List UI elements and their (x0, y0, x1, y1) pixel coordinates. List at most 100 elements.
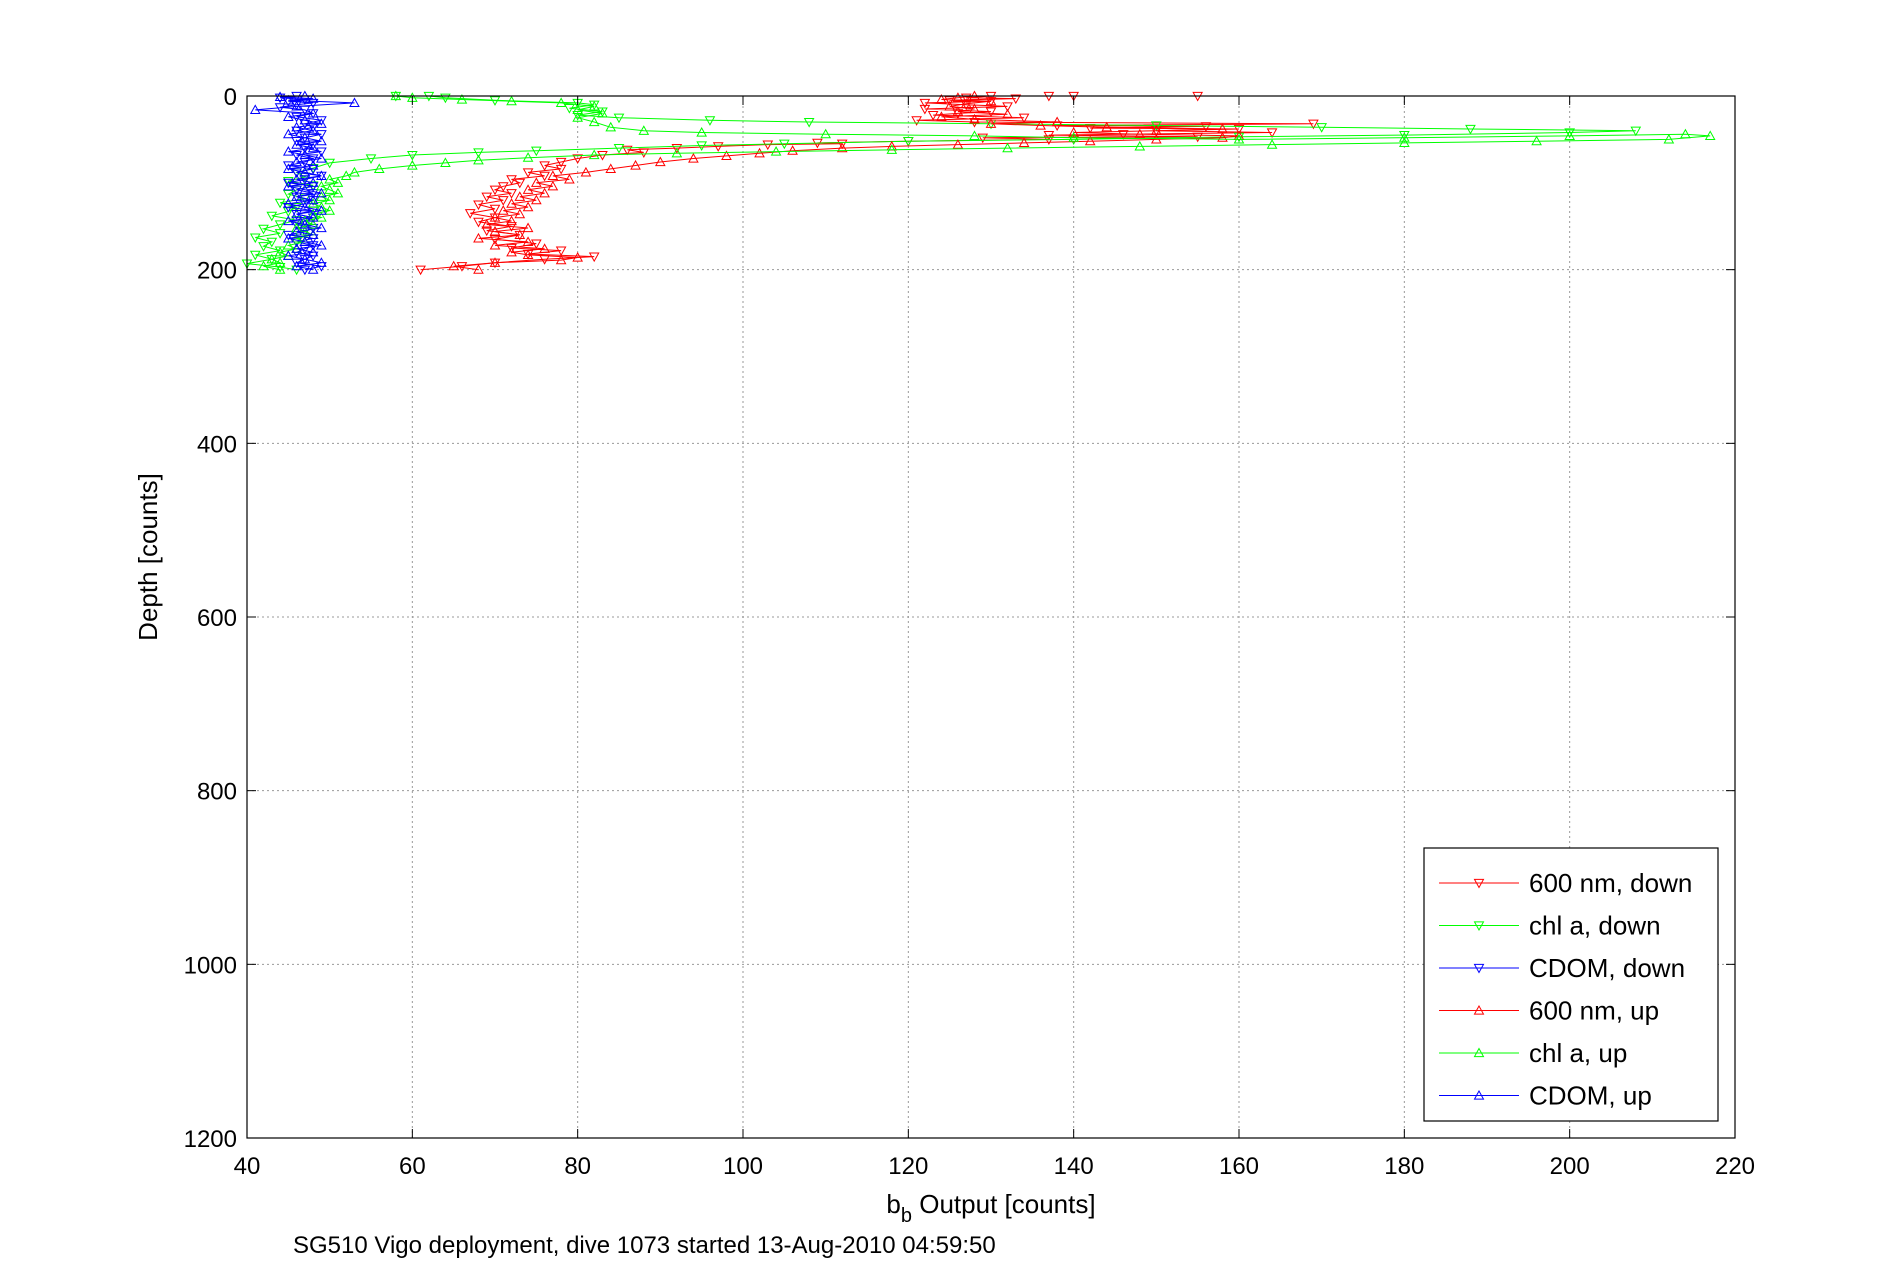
data-point (489, 257, 501, 267)
data-point (282, 111, 294, 121)
data-point (960, 93, 972, 104)
data-point (274, 257, 286, 267)
data-point (316, 170, 327, 180)
x-tick-label: 100 (723, 1153, 763, 1180)
data-point (316, 257, 327, 267)
data-point (1002, 102, 1013, 112)
data-point (316, 135, 327, 146)
x-tick-label: 80 (564, 1153, 591, 1180)
data-point (282, 178, 294, 189)
data-point (605, 121, 617, 132)
data-point (291, 137, 302, 147)
legend-marker-swatch (1473, 1004, 1485, 1015)
x-tick-label: 60 (399, 1153, 426, 1180)
legend-label: CDOM, up (1529, 1081, 1652, 1111)
legend-marker-swatch (1473, 878, 1485, 889)
data-point (836, 139, 848, 150)
x-axis-label-main: b (886, 1189, 900, 1219)
data-point (944, 96, 956, 106)
data-point (630, 159, 641, 170)
data-point (1117, 130, 1129, 140)
data-point (473, 154, 484, 165)
data-point (1398, 137, 1410, 147)
data-point (307, 264, 319, 274)
data-point (258, 260, 269, 271)
data-point (1266, 139, 1278, 149)
data-point (588, 252, 600, 263)
data-point (473, 264, 484, 274)
data-point (282, 207, 294, 218)
data-point (704, 116, 716, 126)
data-point (1308, 119, 1319, 130)
data-point (291, 156, 302, 167)
legend-item: chl a, up (1439, 1038, 1627, 1068)
data-point (911, 116, 922, 126)
data-point (506, 215, 517, 226)
data-point (316, 212, 327, 222)
data-point (754, 147, 765, 158)
data-point (349, 97, 360, 108)
data-point (555, 157, 567, 168)
data-point (291, 173, 302, 184)
data-point (539, 243, 550, 253)
data-point (820, 128, 832, 139)
data-point (332, 187, 344, 198)
data-point (307, 229, 319, 240)
data-point (638, 148, 650, 158)
data-point (1217, 132, 1228, 142)
y-tick-label: 200 (197, 258, 237, 285)
legend-marker-swatch (1473, 963, 1485, 974)
data-point (299, 166, 311, 177)
data-point (266, 253, 278, 264)
data-point (291, 185, 302, 196)
data-point (316, 116, 327, 126)
data-point (282, 190, 294, 200)
data-point (448, 260, 460, 271)
data-point (1663, 133, 1675, 144)
data-point (530, 146, 542, 157)
data-point (249, 104, 261, 114)
data-point (489, 212, 501, 222)
data-point (299, 199, 311, 210)
data-point (456, 93, 468, 104)
data-point (944, 100, 956, 111)
y-tick-label: 1000 (184, 952, 237, 979)
data-point (316, 205, 327, 215)
data-point (291, 208, 302, 219)
data-point (522, 236, 534, 246)
data-point (580, 166, 592, 177)
data-point (1564, 128, 1576, 138)
legend: 600 nm, down chl a, down CDOM, down 600 nm,… (1423, 847, 1719, 1122)
data-point (274, 220, 286, 231)
data-point (415, 265, 426, 276)
y-axis-label: Depth [counts] (133, 473, 163, 641)
data-point (803, 117, 815, 128)
data-point (506, 246, 517, 257)
series-4 (258, 90, 1716, 274)
data-point (1630, 126, 1642, 137)
data-point (307, 107, 319, 118)
data-point (307, 125, 319, 135)
data-point (1531, 135, 1542, 146)
legend-label: CDOM, down (1529, 953, 1685, 983)
data-point (539, 161, 550, 171)
data-point (316, 239, 327, 250)
data-point (282, 161, 294, 171)
data-point (258, 224, 269, 235)
grid-layer (247, 96, 1735, 1138)
series-1 (241, 91, 1642, 276)
data-point (522, 201, 534, 212)
data-point (1068, 126, 1080, 137)
data-point (960, 100, 972, 111)
data-point (919, 104, 931, 115)
data-point (307, 198, 319, 208)
data-point (473, 217, 484, 228)
data-point (952, 109, 964, 119)
data-point (919, 98, 931, 109)
data-point (506, 243, 517, 254)
data-point (282, 215, 294, 226)
data-point (406, 159, 418, 170)
data-point (489, 225, 501, 236)
data-point (440, 157, 451, 167)
